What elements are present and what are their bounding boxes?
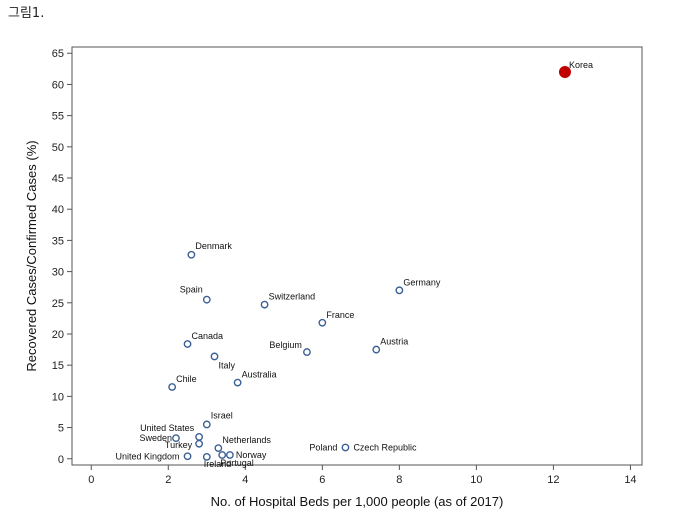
y-tick-label: 45 <box>52 173 64 185</box>
data-points <box>168 65 571 461</box>
point-label-turkey: Turkey <box>165 440 193 450</box>
point-israel <box>202 420 211 429</box>
y-tick-label: 50 <box>52 142 64 154</box>
point-australia <box>233 378 242 387</box>
x-tick-label: 0 <box>88 474 94 486</box>
point-spain <box>202 295 211 304</box>
point-label-poland: Poland <box>309 443 337 453</box>
x-tick-label: 8 <box>396 474 402 486</box>
y-tick-label: 20 <box>52 329 64 341</box>
point-label-austria: Austria <box>380 337 408 347</box>
point-label-ireland: Ireland <box>204 459 232 469</box>
point-label-denmark: Denmark <box>195 241 232 251</box>
point-austria <box>372 345 381 354</box>
point-united-kingdom <box>183 452 192 461</box>
point-label-france: France <box>326 310 354 320</box>
point-united-states <box>195 433 203 441</box>
plot-frame <box>71 46 643 466</box>
point-label-sweden: Sweden <box>139 433 172 443</box>
point-label-germany: Germany <box>403 277 441 287</box>
y-tick-label: 40 <box>52 204 64 216</box>
point-label-netherlands: Netherlands <box>222 435 271 445</box>
point-label-united-kingdom: United Kingdom <box>115 451 179 461</box>
y-tick-label: 60 <box>52 79 64 91</box>
point-label-czech-republic: Czech Republic <box>353 443 417 453</box>
x-tick-label: 12 <box>547 474 559 486</box>
point-label-switzerland: Switzerland <box>269 292 316 302</box>
point-label-israel: Israel <box>211 410 233 420</box>
point-ireland <box>202 452 211 461</box>
point-denmark <box>187 250 196 259</box>
point-sweden <box>172 434 180 443</box>
x-tick-label: 4 <box>242 474 248 486</box>
x-tick-label: 2 <box>165 474 171 486</box>
point-norway <box>226 451 234 459</box>
x-axis-title: No. of Hospital Beds per 1,000 people (a… <box>211 494 504 509</box>
point-canada <box>183 340 192 348</box>
point-label-canada: Canada <box>192 331 224 341</box>
y-tick-label: 25 <box>52 298 64 310</box>
point-labels: Korea Denmark Germany Spain Switzerland Franc… <box>115 60 593 469</box>
y-tick-label: 30 <box>52 267 64 279</box>
y-tick-label: 35 <box>52 235 64 247</box>
point-label-chile: Chile <box>176 374 197 384</box>
point-belgium <box>303 348 311 356</box>
y-tick-label: 10 <box>52 391 64 403</box>
x-tick-label: 6 <box>319 474 325 486</box>
figure-caption: 그림1. <box>8 6 45 21</box>
point-label-australia: Australia <box>242 370 277 380</box>
y-tick-label: 5 <box>58 423 64 435</box>
point-label-united-states: United States <box>140 423 195 433</box>
point-poland <box>341 443 350 452</box>
x-tick-label: 14 <box>624 474 636 486</box>
point-label-spain: Spain <box>180 285 203 295</box>
point-label-belgium: Belgium <box>269 340 302 350</box>
point-france <box>318 318 327 327</box>
point-label-italy: Italy <box>219 360 236 370</box>
point-netherlands <box>214 444 223 453</box>
point-label-portugal: Portugal <box>220 458 254 468</box>
point-germany <box>395 286 404 295</box>
y-axis: 0 5 10 15 20 25 30 35 40 45 50 55 60 65 <box>52 48 72 466</box>
y-tick-label: 0 <box>58 454 64 466</box>
point-label-korea: Korea <box>569 60 593 70</box>
point-korea <box>558 65 571 78</box>
point-portugal <box>218 451 227 459</box>
y-axis-title: Recovered Cases/Confirmed Cases (%) <box>24 140 39 371</box>
y-tick-label: 55 <box>52 111 64 123</box>
point-switzerland <box>260 300 269 309</box>
y-tick-label: 15 <box>52 360 64 372</box>
point-italy <box>210 352 219 361</box>
y-tick-label: 65 <box>52 48 64 60</box>
x-tick-label: 10 <box>470 474 482 486</box>
x-axis: 0 2 4 6 8 10 12 14 <box>88 465 637 486</box>
point-chile <box>168 383 177 391</box>
point-label-norway: Norway <box>236 450 267 460</box>
point-turkey <box>195 439 203 448</box>
